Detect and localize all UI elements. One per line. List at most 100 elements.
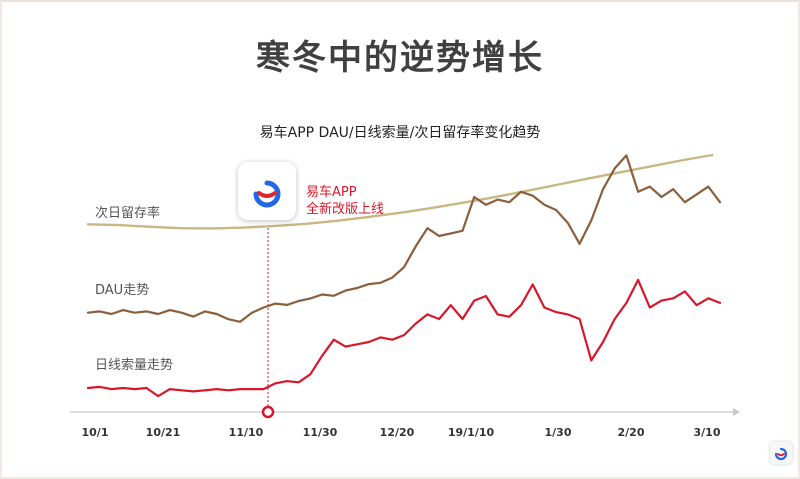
series-point-0 xyxy=(430,207,432,209)
series-point-2 xyxy=(649,306,651,309)
launch-annotation-line1: 易车APP xyxy=(306,184,357,200)
series-point-1 xyxy=(110,313,112,315)
series-point-1 xyxy=(239,321,241,323)
series-point-2 xyxy=(122,387,124,389)
series-point-2 xyxy=(344,346,347,348)
series-point-1 xyxy=(344,290,347,292)
series-point-2 xyxy=(461,318,464,320)
series-point-1 xyxy=(520,191,522,193)
series-point-1 xyxy=(614,167,616,169)
series-point-2 xyxy=(239,388,241,390)
series-point-1 xyxy=(368,283,370,285)
series-point-2 xyxy=(602,341,604,343)
series-point-2 xyxy=(485,295,487,297)
series-point-2 xyxy=(567,313,569,315)
series-point-2 xyxy=(145,387,148,389)
series-point-2 xyxy=(192,390,194,392)
series-point-2 xyxy=(532,283,534,286)
series-point-2 xyxy=(356,343,358,345)
bottom-rule xyxy=(0,477,800,479)
series-point-2 xyxy=(333,339,335,341)
series-point-2 xyxy=(251,388,253,390)
series-point-1 xyxy=(87,312,89,314)
series-point-2 xyxy=(227,389,229,391)
launch-annotation-line2: 全新改版上线 xyxy=(306,201,384,217)
series-point-0 xyxy=(305,223,308,225)
series-point-1 xyxy=(485,204,487,206)
series-point-1 xyxy=(602,188,604,190)
series-point-2 xyxy=(508,316,510,318)
series-point-1 xyxy=(309,297,311,299)
x-tick-label: 12/20 xyxy=(380,426,415,439)
series-point-1 xyxy=(380,282,382,284)
series-point-1 xyxy=(555,209,557,211)
series-point-1 xyxy=(263,306,265,309)
series-point-0 xyxy=(149,226,151,228)
series-point-0 xyxy=(118,224,120,226)
series-point-1 xyxy=(145,310,148,312)
series-point-2 xyxy=(99,386,101,388)
series-point-1 xyxy=(274,303,276,305)
series-point-2 xyxy=(590,359,592,361)
x-axis: 10/1 10/21 11/10 11/30 12/20 19/1/10 1/30 2/20 3… xyxy=(70,408,740,439)
series-point-1 xyxy=(192,316,194,318)
series-point-1 xyxy=(719,201,721,203)
left-rule xyxy=(0,0,2,479)
series-point-1 xyxy=(216,313,218,315)
series-point-2 xyxy=(719,302,721,304)
series-point-0 xyxy=(711,154,713,156)
series-point-1 xyxy=(356,287,358,289)
series-point-2 xyxy=(579,318,581,320)
series-point-0 xyxy=(586,178,589,180)
series-point-0 xyxy=(181,227,183,229)
right-rule xyxy=(798,0,800,479)
series-point-2 xyxy=(216,388,218,390)
series-point-1 xyxy=(204,310,206,312)
x-tick-label: 11/30 xyxy=(303,426,338,439)
series-point-2 xyxy=(707,297,709,299)
series-point-2 xyxy=(660,300,663,302)
x-tick-label: 1/30 xyxy=(545,426,572,439)
series-point-1 xyxy=(625,154,628,156)
series-point-1 xyxy=(227,318,229,320)
series-point-2 xyxy=(274,382,276,384)
page-title: 寒冬中的逆势增长 xyxy=(256,38,544,78)
series-point-0 xyxy=(274,225,276,227)
series-point-2 xyxy=(672,297,674,299)
series-point-2 xyxy=(286,380,288,382)
series-point-2 xyxy=(426,313,428,315)
corner-logo-badge xyxy=(770,442,792,464)
series-point-2 xyxy=(438,318,440,320)
series-point-2 xyxy=(403,334,405,336)
series-line-0 xyxy=(86,153,714,230)
series-point-1 xyxy=(391,277,393,279)
series-point-2 xyxy=(110,388,112,390)
series-point-2 xyxy=(204,389,206,391)
series-point-1 xyxy=(637,191,639,193)
series-point-1 xyxy=(672,188,674,190)
series-point-1 xyxy=(684,201,686,203)
series-point-2 xyxy=(415,323,417,325)
series-point-1 xyxy=(707,186,709,188)
series-point-0 xyxy=(368,216,370,218)
series-point-1 xyxy=(415,245,417,247)
series-point-1 xyxy=(543,204,546,206)
top-rule xyxy=(0,0,800,2)
series-point-1 xyxy=(590,219,592,221)
series-point-0 xyxy=(680,159,682,162)
launch-marker-point xyxy=(261,405,275,419)
series-point-1 xyxy=(508,201,510,203)
series-point-2 xyxy=(696,304,698,306)
series-point-2 xyxy=(473,300,475,302)
series-point-2 xyxy=(380,336,382,338)
series-point-0 xyxy=(649,166,651,168)
series-point-1 xyxy=(321,293,323,296)
series-point-2 xyxy=(169,388,171,390)
series-point-1 xyxy=(438,235,440,237)
series-point-2 xyxy=(497,313,499,315)
yiche-small-logo-icon xyxy=(774,447,788,461)
series-label-2: 日线索量走势 xyxy=(95,357,173,373)
series-point-0 xyxy=(618,172,620,174)
series-point-1 xyxy=(251,312,253,314)
